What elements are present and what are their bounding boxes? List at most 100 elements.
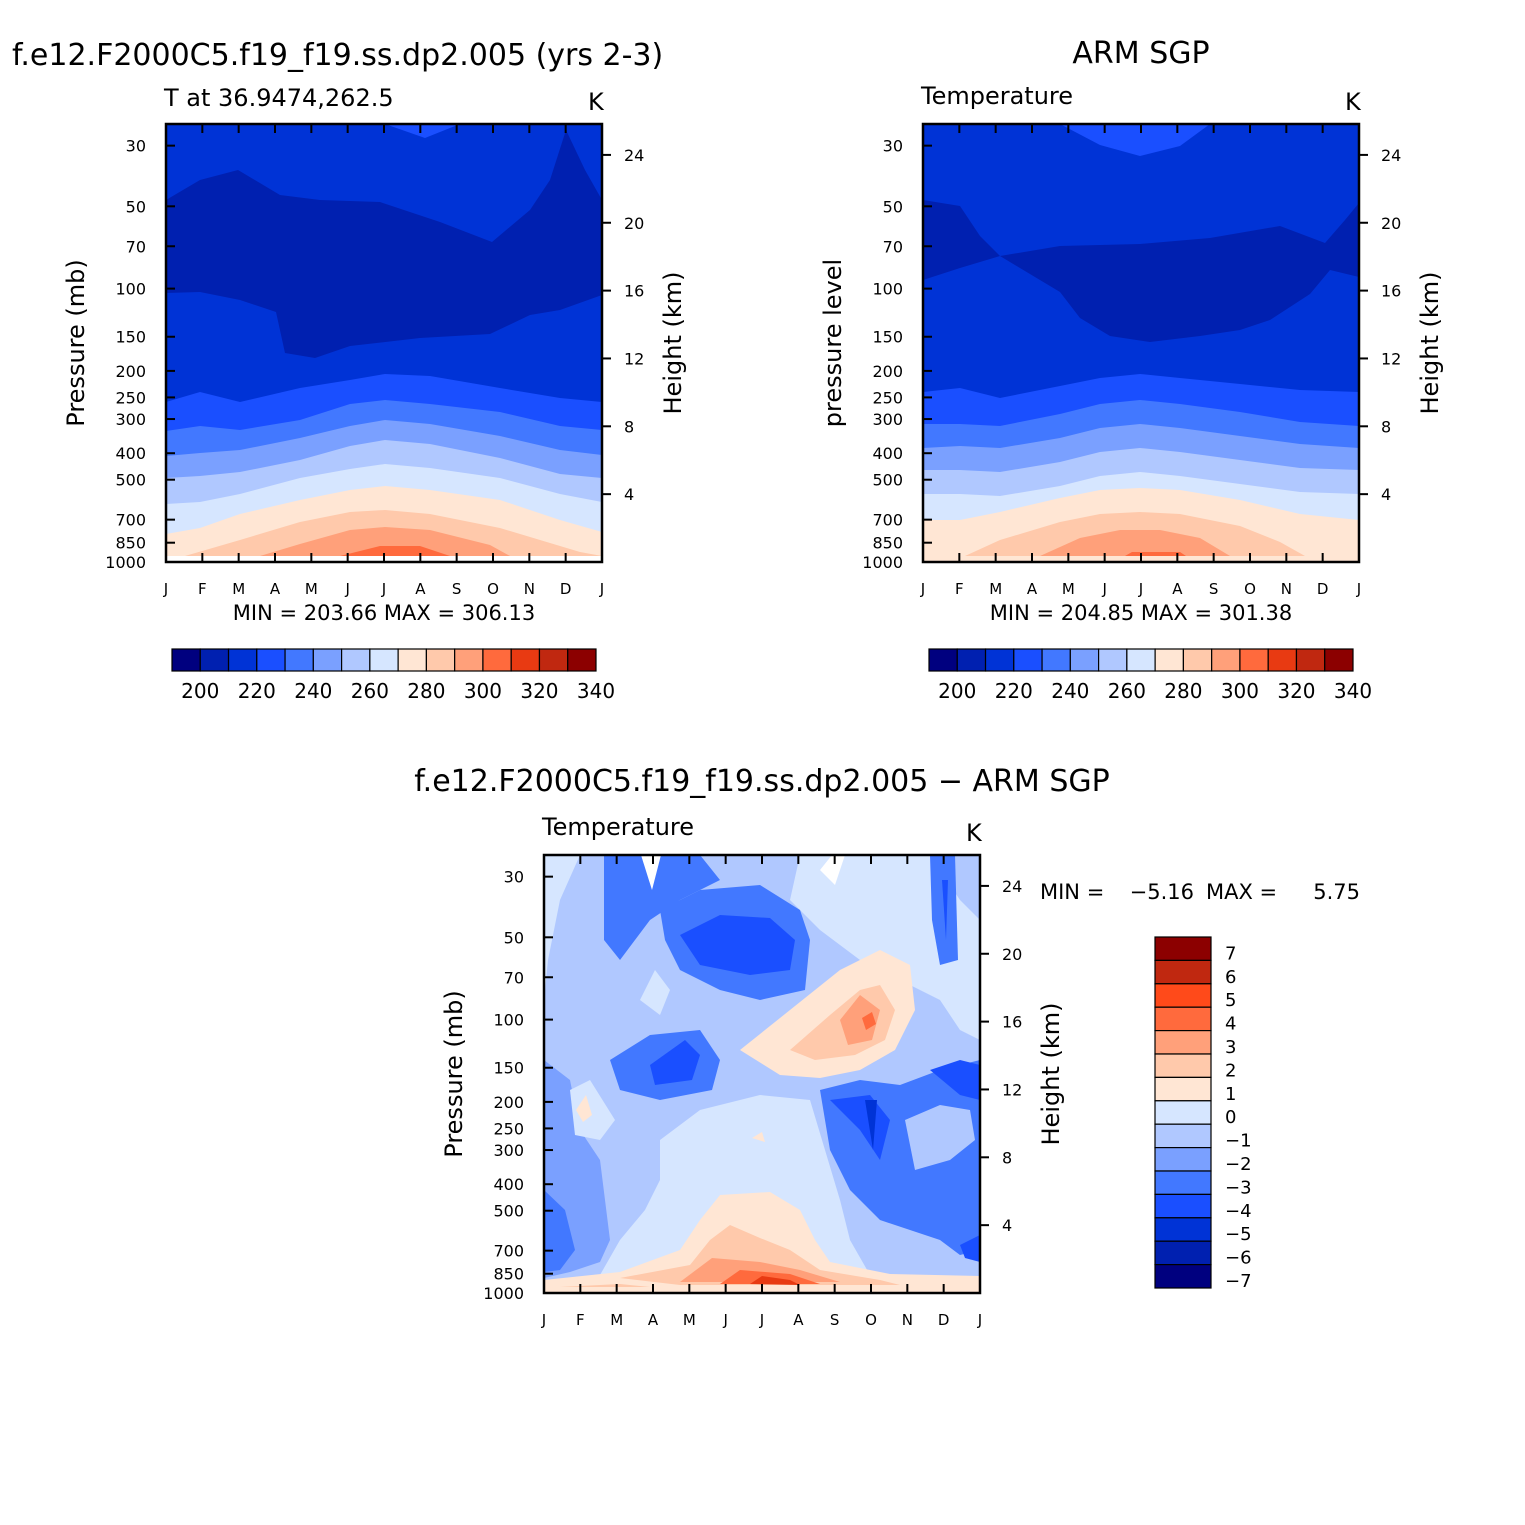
- x-tick-label: J: [1356, 580, 1361, 598]
- y2-tick-label: 24: [624, 146, 644, 165]
- y2-tick-label: 8: [1002, 1148, 1012, 1167]
- panel-obs-axes: J F M A M J J A S O N D J 30 50 70 100 150 200 250 300 400 500…: [862, 124, 1401, 598]
- colorbar-label: 300: [1221, 679, 1259, 703]
- y-tick-label: 50: [126, 197, 146, 216]
- x-tick-label: J: [722, 1311, 727, 1329]
- colorbar-label: −2: [1225, 1154, 1252, 1175]
- panel-diff-units: K: [966, 819, 983, 847]
- panel-diff-field: [544, 855, 980, 1293]
- colorbar-swatch: [1154, 959, 1212, 985]
- x-tick-label: A: [648, 1311, 659, 1329]
- panel-diff: f.e12.F2000C5.f19_f19.ss.dp2.005 − ARM S…: [414, 764, 1360, 1329]
- x-tick-label: D: [1317, 580, 1329, 598]
- colorbar-label: 300: [464, 679, 502, 703]
- panel-model-colorbar: 200 220 240 260 280 300 320 340: [171, 648, 615, 703]
- panel-obs-title: ARM SGP: [1072, 36, 1209, 71]
- panel-diff-max-value: 5.75: [1313, 880, 1360, 904]
- panel-model-y2label: Height (km): [659, 272, 687, 415]
- colorbar-swatch: [454, 648, 484, 672]
- panel-model-minmax: MIN = 203.66 MAX = 306.13: [233, 601, 535, 625]
- colorbar-label: 1: [1225, 1084, 1236, 1105]
- colorbar-swatch: [1126, 648, 1156, 672]
- colorbar-label: −4: [1225, 1201, 1252, 1222]
- colorbar-label: 340: [1334, 679, 1372, 703]
- colorbar-label: 220: [995, 679, 1033, 703]
- colorbar-swatch: [425, 648, 456, 672]
- x-tick-label: M: [1062, 580, 1075, 598]
- y2-tick-label: 4: [1381, 485, 1391, 504]
- colorbar-swatch: [341, 648, 371, 672]
- y-tick-label: 100: [872, 280, 903, 299]
- x-tick-label: A: [1172, 580, 1183, 598]
- colorbar-label: 2: [1225, 1060, 1236, 1081]
- y-tick-label: 50: [504, 928, 524, 947]
- x-tick-label: F: [576, 1311, 585, 1329]
- y2-tick-label: 12: [624, 349, 644, 368]
- colorbar-label: 4: [1225, 1014, 1236, 1035]
- y-tick-label: 1000: [105, 553, 146, 572]
- colorbar-label: 3: [1225, 1037, 1236, 1058]
- colorbar-label: 240: [1051, 679, 1089, 703]
- colorbar-label: −5: [1225, 1224, 1252, 1245]
- panel-obs: ARM SGP Temperature K J F M A M J J A S O N D J 30 50 7…: [819, 36, 1444, 703]
- colorbar-swatch: [928, 648, 958, 672]
- colorbar-swatch: [1154, 1146, 1212, 1172]
- colorbar-swatch: [1295, 648, 1326, 672]
- colorbar-label: 220: [238, 679, 276, 703]
- colorbar-label: −7: [1225, 1271, 1252, 1292]
- colorbar-swatch: [1154, 1100, 1212, 1125]
- panel-obs-ylabel: pressure level: [819, 259, 847, 427]
- y2-tick-label: 8: [1381, 417, 1391, 436]
- panel-diff-subtitle: Temperature: [541, 813, 694, 841]
- colorbar-swatch: [1154, 1193, 1212, 1219]
- colorbar-swatch: [312, 648, 343, 672]
- colorbar-label: 240: [294, 679, 332, 703]
- y-tick-label: 850: [493, 1265, 524, 1284]
- y-tick-label: 500: [493, 1202, 524, 1221]
- y-tick-label: 200: [493, 1093, 524, 1112]
- y-tick-label: 30: [883, 137, 903, 156]
- colorbar-swatch: [1154, 1029, 1212, 1055]
- colorbar-swatch: [510, 648, 541, 672]
- x-tick-label: F: [198, 580, 207, 598]
- y2-tick-label: 24: [1002, 877, 1022, 896]
- colorbar-swatch: [1069, 648, 1100, 672]
- x-tick-label: O: [865, 1311, 877, 1329]
- y-tick-label: 400: [872, 444, 903, 463]
- y-tick-label: 150: [115, 328, 146, 347]
- y-tick-label: 150: [493, 1059, 524, 1078]
- panel-model-subtitle: T at 36.9474,262.5: [163, 84, 394, 112]
- x-tick-label: A: [270, 580, 281, 598]
- colorbar-swatch: [1041, 648, 1071, 672]
- panel-model-field: [166, 124, 602, 562]
- panel-obs-units: K: [1345, 88, 1362, 116]
- colorbar-label: 340: [577, 679, 615, 703]
- x-tick-label: A: [793, 1311, 804, 1329]
- y-tick-label: 500: [115, 471, 146, 490]
- y-tick-label: 400: [115, 444, 146, 463]
- x-tick-label: J: [344, 580, 349, 598]
- y-tick-label: 500: [872, 471, 903, 490]
- colorbar-swatch: [1154, 1170, 1212, 1195]
- panel-model-units: K: [588, 88, 605, 116]
- y2-tick-label: 12: [1002, 1080, 1022, 1099]
- x-tick-label: N: [524, 580, 535, 598]
- x-tick-label: J: [1138, 580, 1143, 598]
- colorbar-label: 7: [1225, 943, 1236, 964]
- x-tick-label: M: [610, 1311, 623, 1329]
- y-tick-label: 50: [883, 197, 903, 216]
- y-tick-label: 300: [115, 410, 146, 429]
- colorbar-label: 280: [1164, 679, 1202, 703]
- y-tick-label: 250: [493, 1119, 524, 1138]
- colorbar-swatch: [171, 648, 201, 672]
- y2-tick-label: 24: [1381, 146, 1401, 165]
- x-tick-label: S: [830, 1311, 840, 1329]
- y2-tick-label: 4: [1002, 1216, 1012, 1235]
- colorbar-swatch: [227, 648, 258, 672]
- x-tick-label: N: [1281, 580, 1292, 598]
- x-tick-label: J: [759, 1311, 764, 1329]
- y2-tick-label: 16: [1002, 1013, 1022, 1032]
- y-tick-label: 150: [872, 328, 903, 347]
- y-tick-label: 300: [493, 1141, 524, 1160]
- y-tick-label: 1000: [862, 553, 903, 572]
